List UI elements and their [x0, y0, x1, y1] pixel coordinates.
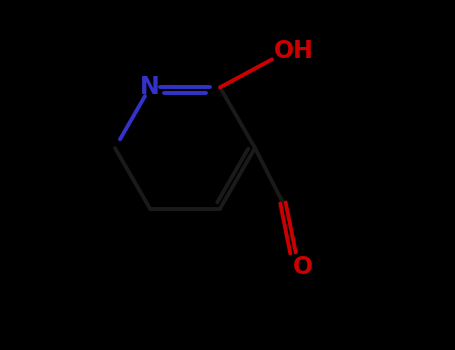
Text: O: O: [293, 255, 313, 279]
Text: N: N: [140, 75, 160, 99]
Text: OH: OH: [274, 40, 314, 63]
